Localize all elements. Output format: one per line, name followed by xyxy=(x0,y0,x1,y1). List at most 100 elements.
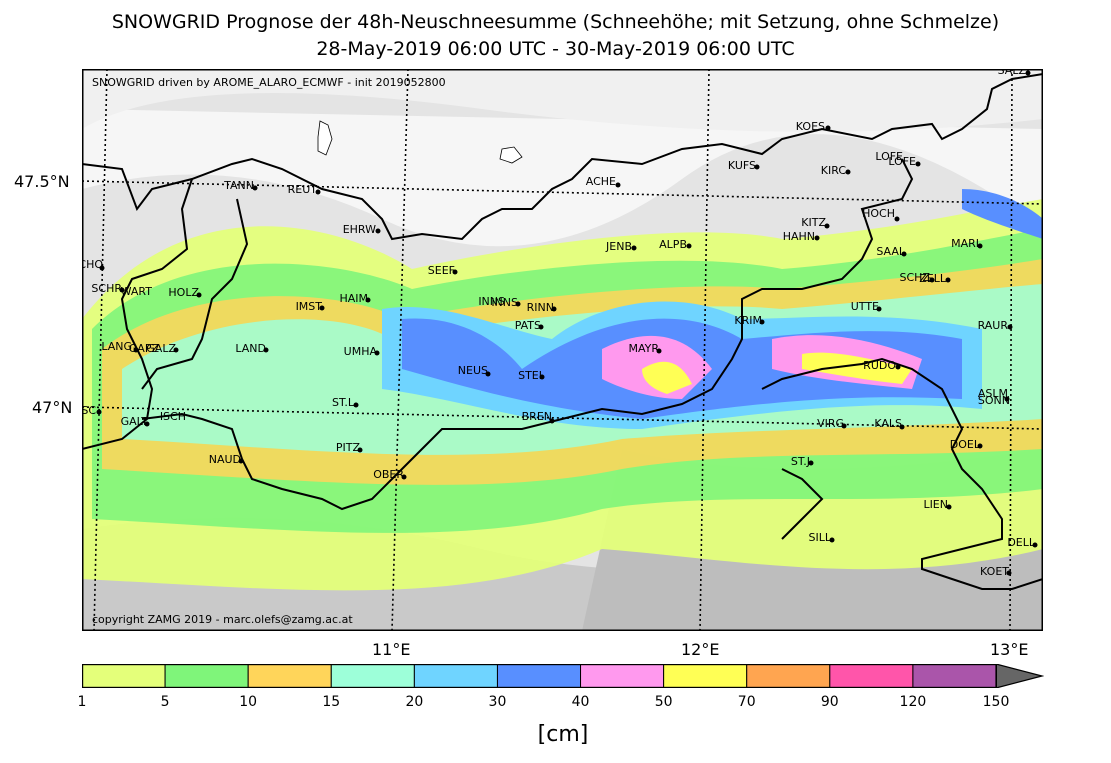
station-label: ASLM xyxy=(978,387,1008,400)
station-label: IMST xyxy=(296,300,323,313)
station-label: JENB xyxy=(605,240,632,253)
station-label: KRIM xyxy=(734,314,762,327)
station-label: ST.L xyxy=(332,396,355,409)
station-label: LANG xyxy=(101,340,132,353)
colorbar-segment xyxy=(829,664,914,688)
colorbar-segment xyxy=(413,664,498,688)
station-label: SALZ xyxy=(998,69,1027,77)
station-label: RUDO xyxy=(863,359,896,372)
station-label: WART xyxy=(121,285,153,298)
station-label: OBER xyxy=(373,468,404,481)
lat-label-47-5: 47.5°N xyxy=(14,172,70,191)
colorbar-tick-label: 70 xyxy=(737,694,756,710)
station-label: MARI xyxy=(951,237,979,250)
colorbar-tick-label: 10 xyxy=(239,694,258,710)
station-label: ALPB xyxy=(659,238,687,251)
colorbar-unit: [cm] xyxy=(537,722,589,747)
colorbar-frame xyxy=(82,664,997,688)
map-subtitle: 28-May-2019 06:00 UTC - 30-May-2019 06:0… xyxy=(316,38,795,60)
station-label: SCHZ xyxy=(900,271,931,284)
station-label: HAIM xyxy=(339,292,368,305)
colorbar-overflow-arrow xyxy=(995,664,1044,688)
colorbar-tick-label: 30 xyxy=(488,694,507,710)
station-label: INNS xyxy=(491,296,518,309)
lon-label-12: 12°E xyxy=(681,640,720,659)
station-label: KIRC xyxy=(821,164,847,177)
station-label: GALT xyxy=(121,415,149,428)
station-label: SCHO xyxy=(82,258,103,271)
colorbar-tick-label: 150 xyxy=(982,694,1010,710)
model-note: SNOWGRID driven by AROME_ALARO_ECMWF - i… xyxy=(92,76,446,89)
colorbar-tick-label: 50 xyxy=(654,694,673,710)
station-label: UMHA xyxy=(344,345,378,358)
station-label: STEI xyxy=(518,369,542,382)
station-label: KALS xyxy=(874,417,902,430)
station-label: GALZ xyxy=(146,342,176,355)
station-label: NEUS xyxy=(458,364,488,377)
country-borders xyxy=(82,73,1043,590)
station-label: HAHN xyxy=(783,230,815,243)
station-label: RAUR xyxy=(978,319,1009,332)
station-label: GAPZ xyxy=(129,342,160,355)
station-label: DOEL xyxy=(950,438,981,451)
colorbar-segment xyxy=(663,664,748,688)
lat-label-47: 47°N xyxy=(32,398,73,417)
colorbar-segment xyxy=(330,664,415,688)
station-label: UTTE xyxy=(851,300,879,313)
lon-label-11: 11°E xyxy=(372,640,411,659)
station-label: PATS xyxy=(515,319,541,332)
station-label: KOET xyxy=(980,565,1009,578)
map-frame xyxy=(82,69,1043,631)
colorbar-tick-label: 1 xyxy=(77,694,87,710)
station-label: HOCH xyxy=(862,207,895,220)
station-label: SONN xyxy=(978,394,1010,407)
station-label: GASC xyxy=(82,404,96,417)
station-label: SCHR xyxy=(91,282,122,295)
station-label: DELL xyxy=(1007,536,1036,549)
station-label: TANN xyxy=(223,179,254,192)
copyright-note: copyright ZAMG 2019 - marc.olefs@zamg.ac… xyxy=(92,613,353,626)
colorbar-tick-label: 20 xyxy=(405,694,424,710)
colorbar-tick-label: 40 xyxy=(571,694,590,710)
station-label: MAYR xyxy=(628,342,659,355)
colorbar-segment xyxy=(164,664,249,688)
station-label: REUT xyxy=(288,183,318,196)
colorbar-tick-label: 90 xyxy=(820,694,839,710)
map-title: SNOWGRID Prognose der 48h-Neuschneesumme… xyxy=(111,11,1000,33)
station-label: SEEF xyxy=(428,264,455,277)
snowfall-contours xyxy=(82,189,1043,591)
station-label: LIEN xyxy=(923,498,948,511)
station-label: KOES xyxy=(796,120,825,133)
station-label: LAND xyxy=(235,342,266,355)
station-label: KITZ xyxy=(801,216,826,229)
colorbar-segment xyxy=(746,664,831,688)
colorbar xyxy=(82,664,1044,688)
colorbar-segment xyxy=(912,664,997,688)
station-label: NAUD xyxy=(209,453,241,466)
colorbar-segment xyxy=(82,664,166,688)
lon-label-13: 13°E xyxy=(990,640,1029,659)
station-labels: SALZ KOES KUFS KIRC LOFE LOFE ACHE TANN … xyxy=(82,69,1036,578)
station-label: HOLZ xyxy=(168,286,199,299)
lakes xyxy=(317,120,523,164)
station-label: KUFS xyxy=(728,159,756,172)
station-label: PITZ xyxy=(336,441,361,454)
station-label: INNS xyxy=(478,295,505,308)
station-label: SAAL xyxy=(876,245,906,258)
colorbar-segment xyxy=(496,664,582,688)
station-label: ZELL xyxy=(919,272,947,285)
station-label: ISCH xyxy=(160,410,186,423)
station-label: SILL xyxy=(809,531,832,544)
colorbar-segment xyxy=(580,664,665,688)
snow-forecast-map: SALZ KOES KUFS KIRC LOFE LOFE ACHE TANN … xyxy=(82,69,1043,631)
station-label: LOFE xyxy=(888,155,916,168)
colorbar-tick-label: 15 xyxy=(322,694,341,710)
station-label: RINN xyxy=(527,301,554,314)
station-label: ST.J xyxy=(791,455,810,468)
colorbar-segment xyxy=(247,664,332,688)
station-label: EHRW xyxy=(343,223,376,236)
station-label: ACHE xyxy=(586,175,616,188)
graticule xyxy=(82,69,1043,631)
station-label: LOFE xyxy=(875,150,903,163)
station-label: BREN xyxy=(522,410,552,423)
